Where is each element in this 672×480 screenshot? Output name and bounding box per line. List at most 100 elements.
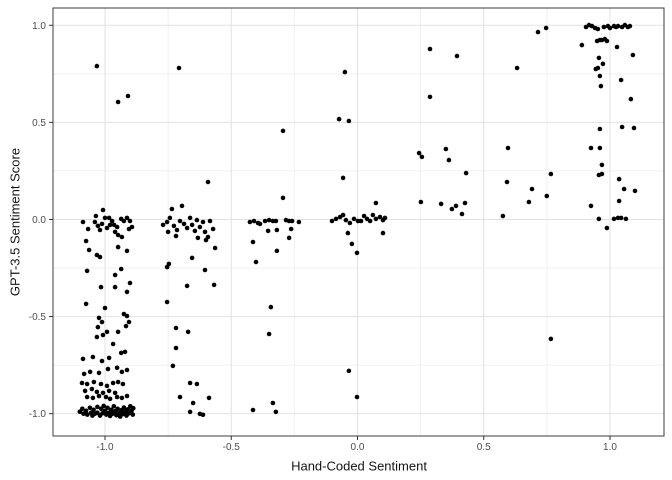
data-point bbox=[90, 354, 96, 360]
data-point bbox=[253, 259, 259, 265]
data-point bbox=[280, 195, 286, 201]
y-tick-label: 0.0 bbox=[32, 215, 46, 226]
data-point bbox=[604, 225, 610, 231]
data-point bbox=[176, 65, 182, 71]
data-point bbox=[207, 218, 213, 224]
data-point bbox=[130, 412, 136, 417]
data-point bbox=[535, 29, 541, 35]
data-point bbox=[329, 218, 335, 224]
data-point bbox=[100, 207, 106, 213]
data-point bbox=[120, 381, 126, 387]
data-point bbox=[266, 217, 272, 223]
data-point bbox=[125, 407, 130, 412]
data-point bbox=[597, 73, 603, 79]
data-point bbox=[184, 283, 190, 289]
panel-border bbox=[52, 7, 665, 437]
data-point bbox=[427, 46, 433, 52]
data-point bbox=[340, 212, 346, 218]
data-point bbox=[96, 393, 102, 399]
data-point bbox=[96, 315, 102, 321]
data-point bbox=[544, 193, 550, 199]
data-point bbox=[202, 267, 208, 273]
data-point bbox=[446, 157, 452, 163]
data-point bbox=[192, 228, 198, 234]
data-point bbox=[630, 52, 636, 58]
data-point bbox=[449, 206, 455, 212]
data-point bbox=[121, 218, 127, 224]
data-point bbox=[266, 331, 272, 337]
data-point bbox=[607, 25, 613, 31]
data-point bbox=[265, 228, 271, 234]
data-point bbox=[92, 219, 98, 225]
data-point bbox=[588, 203, 594, 209]
data-point bbox=[164, 299, 170, 305]
data-point bbox=[99, 221, 105, 227]
data-point bbox=[87, 369, 93, 375]
data-point bbox=[187, 215, 193, 221]
y-tick-label: 0.5 bbox=[32, 118, 46, 129]
data-point bbox=[119, 369, 125, 375]
data-point bbox=[110, 341, 116, 347]
data-point bbox=[114, 394, 120, 400]
data-point bbox=[616, 176, 622, 182]
data-point bbox=[548, 336, 554, 342]
data-point bbox=[118, 350, 124, 356]
data-point bbox=[588, 145, 594, 151]
data-point bbox=[124, 215, 130, 221]
data-point bbox=[333, 216, 339, 222]
data-point bbox=[97, 254, 103, 260]
data-point bbox=[173, 325, 179, 331]
data-point bbox=[194, 217, 200, 223]
data-point bbox=[95, 324, 101, 330]
data-point bbox=[102, 305, 108, 311]
data-point bbox=[104, 329, 110, 335]
data-point bbox=[358, 218, 364, 224]
data-point bbox=[95, 404, 100, 410]
data-point bbox=[122, 349, 128, 355]
data-point bbox=[187, 380, 193, 386]
data-point bbox=[85, 412, 90, 417]
data-point bbox=[169, 206, 175, 212]
data-point bbox=[197, 224, 203, 230]
data-point bbox=[504, 179, 510, 185]
x-tick-label: 0.5 bbox=[477, 442, 491, 453]
data-point bbox=[343, 217, 349, 223]
data-point bbox=[212, 245, 218, 251]
data-point bbox=[181, 221, 187, 227]
data-point bbox=[90, 395, 96, 401]
data-point bbox=[114, 224, 120, 230]
data-point bbox=[101, 403, 106, 409]
data-point bbox=[115, 232, 121, 238]
data-point bbox=[83, 408, 89, 414]
data-point bbox=[124, 289, 130, 295]
data-point bbox=[94, 334, 100, 340]
data-point bbox=[127, 280, 133, 286]
data-point bbox=[273, 218, 279, 224]
data-point bbox=[548, 171, 554, 177]
data-point bbox=[124, 248, 130, 254]
data-point bbox=[83, 238, 89, 244]
data-point bbox=[115, 244, 121, 250]
data-point bbox=[203, 237, 209, 243]
data-point bbox=[296, 219, 302, 225]
data-point bbox=[81, 371, 87, 377]
data-point bbox=[106, 355, 112, 361]
data-point bbox=[112, 272, 118, 278]
data-point bbox=[618, 77, 624, 83]
data-point bbox=[112, 229, 118, 235]
data-point bbox=[106, 388, 112, 394]
data-point bbox=[126, 319, 132, 325]
data-point bbox=[95, 223, 101, 229]
y-tick-label: -0.5 bbox=[29, 312, 47, 323]
data-point bbox=[618, 215, 624, 221]
data-point bbox=[340, 175, 346, 181]
data-point bbox=[579, 42, 585, 48]
x-tick-label: -1.0 bbox=[96, 442, 114, 453]
data-point bbox=[102, 215, 108, 221]
data-point bbox=[114, 365, 120, 371]
data-point bbox=[616, 198, 622, 204]
data-point bbox=[631, 125, 637, 131]
data-point bbox=[112, 390, 118, 396]
data-point bbox=[107, 222, 113, 228]
data-point bbox=[623, 216, 629, 222]
